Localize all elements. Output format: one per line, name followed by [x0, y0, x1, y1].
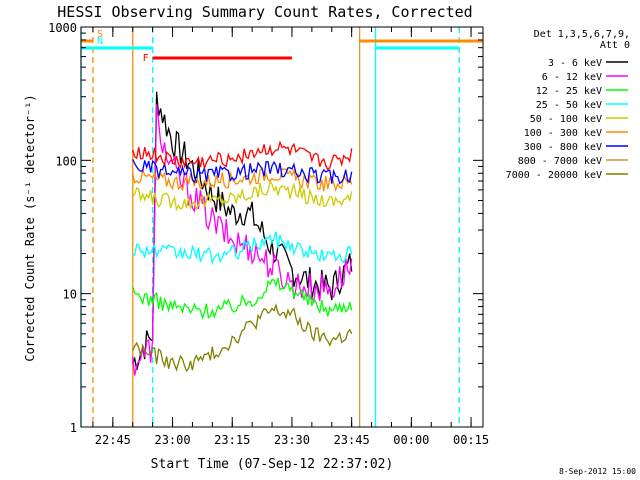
flag-label-S: S — [97, 29, 103, 40]
x-tick-label-6: 00:15 — [453, 433, 489, 447]
series-line-300-800-kev — [132, 159, 353, 185]
series-line-12-25-kev — [132, 277, 353, 320]
y-tick-label-3: 1000 — [48, 21, 77, 35]
y-tick-label-0: 1 — [70, 421, 77, 435]
flag-label-F: F — [143, 53, 149, 64]
series-line-50-100-kev — [132, 180, 353, 212]
x-tick-label-4: 23:45 — [334, 433, 370, 447]
series-line-100-300-kev — [132, 166, 353, 193]
legend-label-7: 800 - 7000 keV — [518, 156, 602, 167]
chart-x-axis-label: Start Time (07-Sep-12 22:37:02) — [151, 457, 394, 472]
x-tick-label-5: 00:00 — [393, 433, 429, 447]
series-line-extra-9 — [132, 140, 353, 171]
svg-text:Corrected Count Rate (s⁻¹ dete: Corrected Count Rate (s⁻¹ detector⁻¹) — [23, 94, 37, 361]
series-line-7000-20000-kev — [132, 303, 353, 373]
legend-label-0: 3 - 6 keV — [548, 58, 602, 69]
y-tick-label-1: 10 — [63, 288, 77, 302]
x-tick-label-2: 23:15 — [214, 433, 250, 447]
plot-layer: SN F — [80, 27, 483, 427]
x-tick-label-0: 22:45 — [95, 433, 131, 447]
footer-timestamp: 8-Sep-2012 15:00 — [559, 467, 636, 476]
axis-layer: 1 10 100 1000 22:45 23:00 23:15 23:30 23:45 00:00… — [48, 21, 489, 447]
x-tick-label-1: 23:00 — [154, 433, 190, 447]
plot-frame — [80, 26, 484, 428]
chart-y-axis-label: Corrected Count Rate (s⁻¹ detector⁻¹) — [23, 94, 37, 361]
x-tick-label-3: 23:30 — [274, 433, 310, 447]
flag-label-N: N — [97, 36, 103, 47]
y-tick-label-2: 100 — [55, 154, 77, 168]
legend-label-5: 100 - 300 keV — [524, 128, 602, 139]
legend: Det 1,3,5,6,7,9,Att 0 3 - 6 keV 6 - 12 keV… — [506, 29, 630, 181]
chart-title: HESSI Observing Summary Count Rates, Cor… — [57, 3, 472, 21]
legend-header-0: Det 1,3,5,6,7,9, — [534, 29, 630, 40]
legend-label-3: 25 - 50 keV — [536, 100, 602, 111]
legend-label-8: 7000 - 20000 keV — [506, 170, 602, 181]
legend-label-4: 50 - 100 keV — [530, 114, 602, 125]
legend-label-6: 300 - 800 keV — [524, 142, 602, 153]
legend-label-2: 12 - 25 keV — [536, 86, 602, 97]
legend-header-1: Att 0 — [600, 40, 630, 51]
legend-label-1: 6 - 12 keV — [542, 72, 602, 83]
series-line-6-12-kev — [132, 104, 353, 376]
series-line-3-6-kev — [132, 91, 353, 370]
series-line-25-50-kev — [132, 231, 353, 266]
